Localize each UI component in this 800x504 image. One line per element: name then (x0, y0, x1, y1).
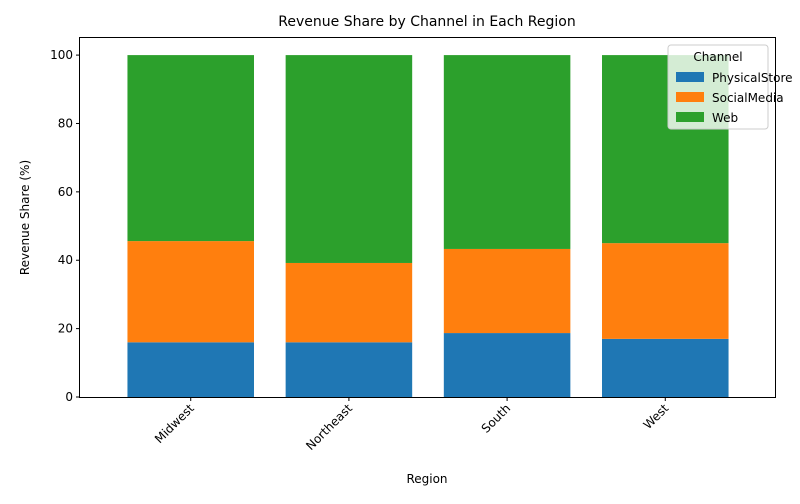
y-axis-label: Revenue Share (%) (18, 160, 32, 275)
y-tick-label: 20 (58, 322, 73, 336)
bar-northeast-web (285, 55, 413, 263)
x-tick-label-south: South (479, 401, 514, 436)
legend: Channel PhysicalStore SocialMedia Web (667, 44, 793, 130)
bar-northeast-physicalstore (285, 342, 413, 397)
legend-frame (667, 44, 769, 130)
x-tick-label-west: West (641, 401, 672, 432)
legend-label-web: Web (712, 111, 738, 125)
y-tick-label: 40 (58, 253, 73, 267)
legend-label-socialmedia: SocialMedia (712, 91, 784, 105)
bar-west-socialmedia (602, 243, 729, 339)
x-tick-label-midwest: Midwest (152, 401, 197, 446)
y-tick-label: 80 (58, 116, 73, 130)
x-tick-label-northeast: Northeast (303, 401, 355, 453)
bar-south-socialmedia (443, 248, 571, 334)
bar-south-physicalstore (443, 333, 571, 397)
legend-label-physicalstore: PhysicalStore (712, 71, 793, 85)
x-axis-label: Region (406, 472, 447, 486)
legend-swatch-web (676, 112, 704, 122)
bar-midwest-socialmedia (127, 241, 254, 343)
y-tick-label: 60 (58, 185, 73, 199)
bar-midwest-physicalstore (127, 342, 254, 397)
bar-northeast-socialmedia (285, 262, 413, 343)
legend-title: Channel (693, 50, 742, 64)
y-tick-label: 100 (50, 48, 73, 62)
bar-south-web (443, 55, 571, 249)
bar-west-physicalstore (602, 338, 729, 397)
bar-midwest-web (127, 55, 254, 242)
legend-swatch-physicalstore (676, 72, 704, 82)
plot-frame (79, 37, 776, 398)
chart-title: Revenue Share by Channel in Each Region (278, 14, 575, 30)
y-axis: 0 20 40 60 80 100 (50, 48, 80, 404)
y-tick-label: 0 (65, 390, 73, 404)
x-axis: Midwest Northeast South West (152, 397, 672, 453)
bars-group (127, 55, 729, 397)
legend-swatch-socialmedia (676, 92, 704, 102)
